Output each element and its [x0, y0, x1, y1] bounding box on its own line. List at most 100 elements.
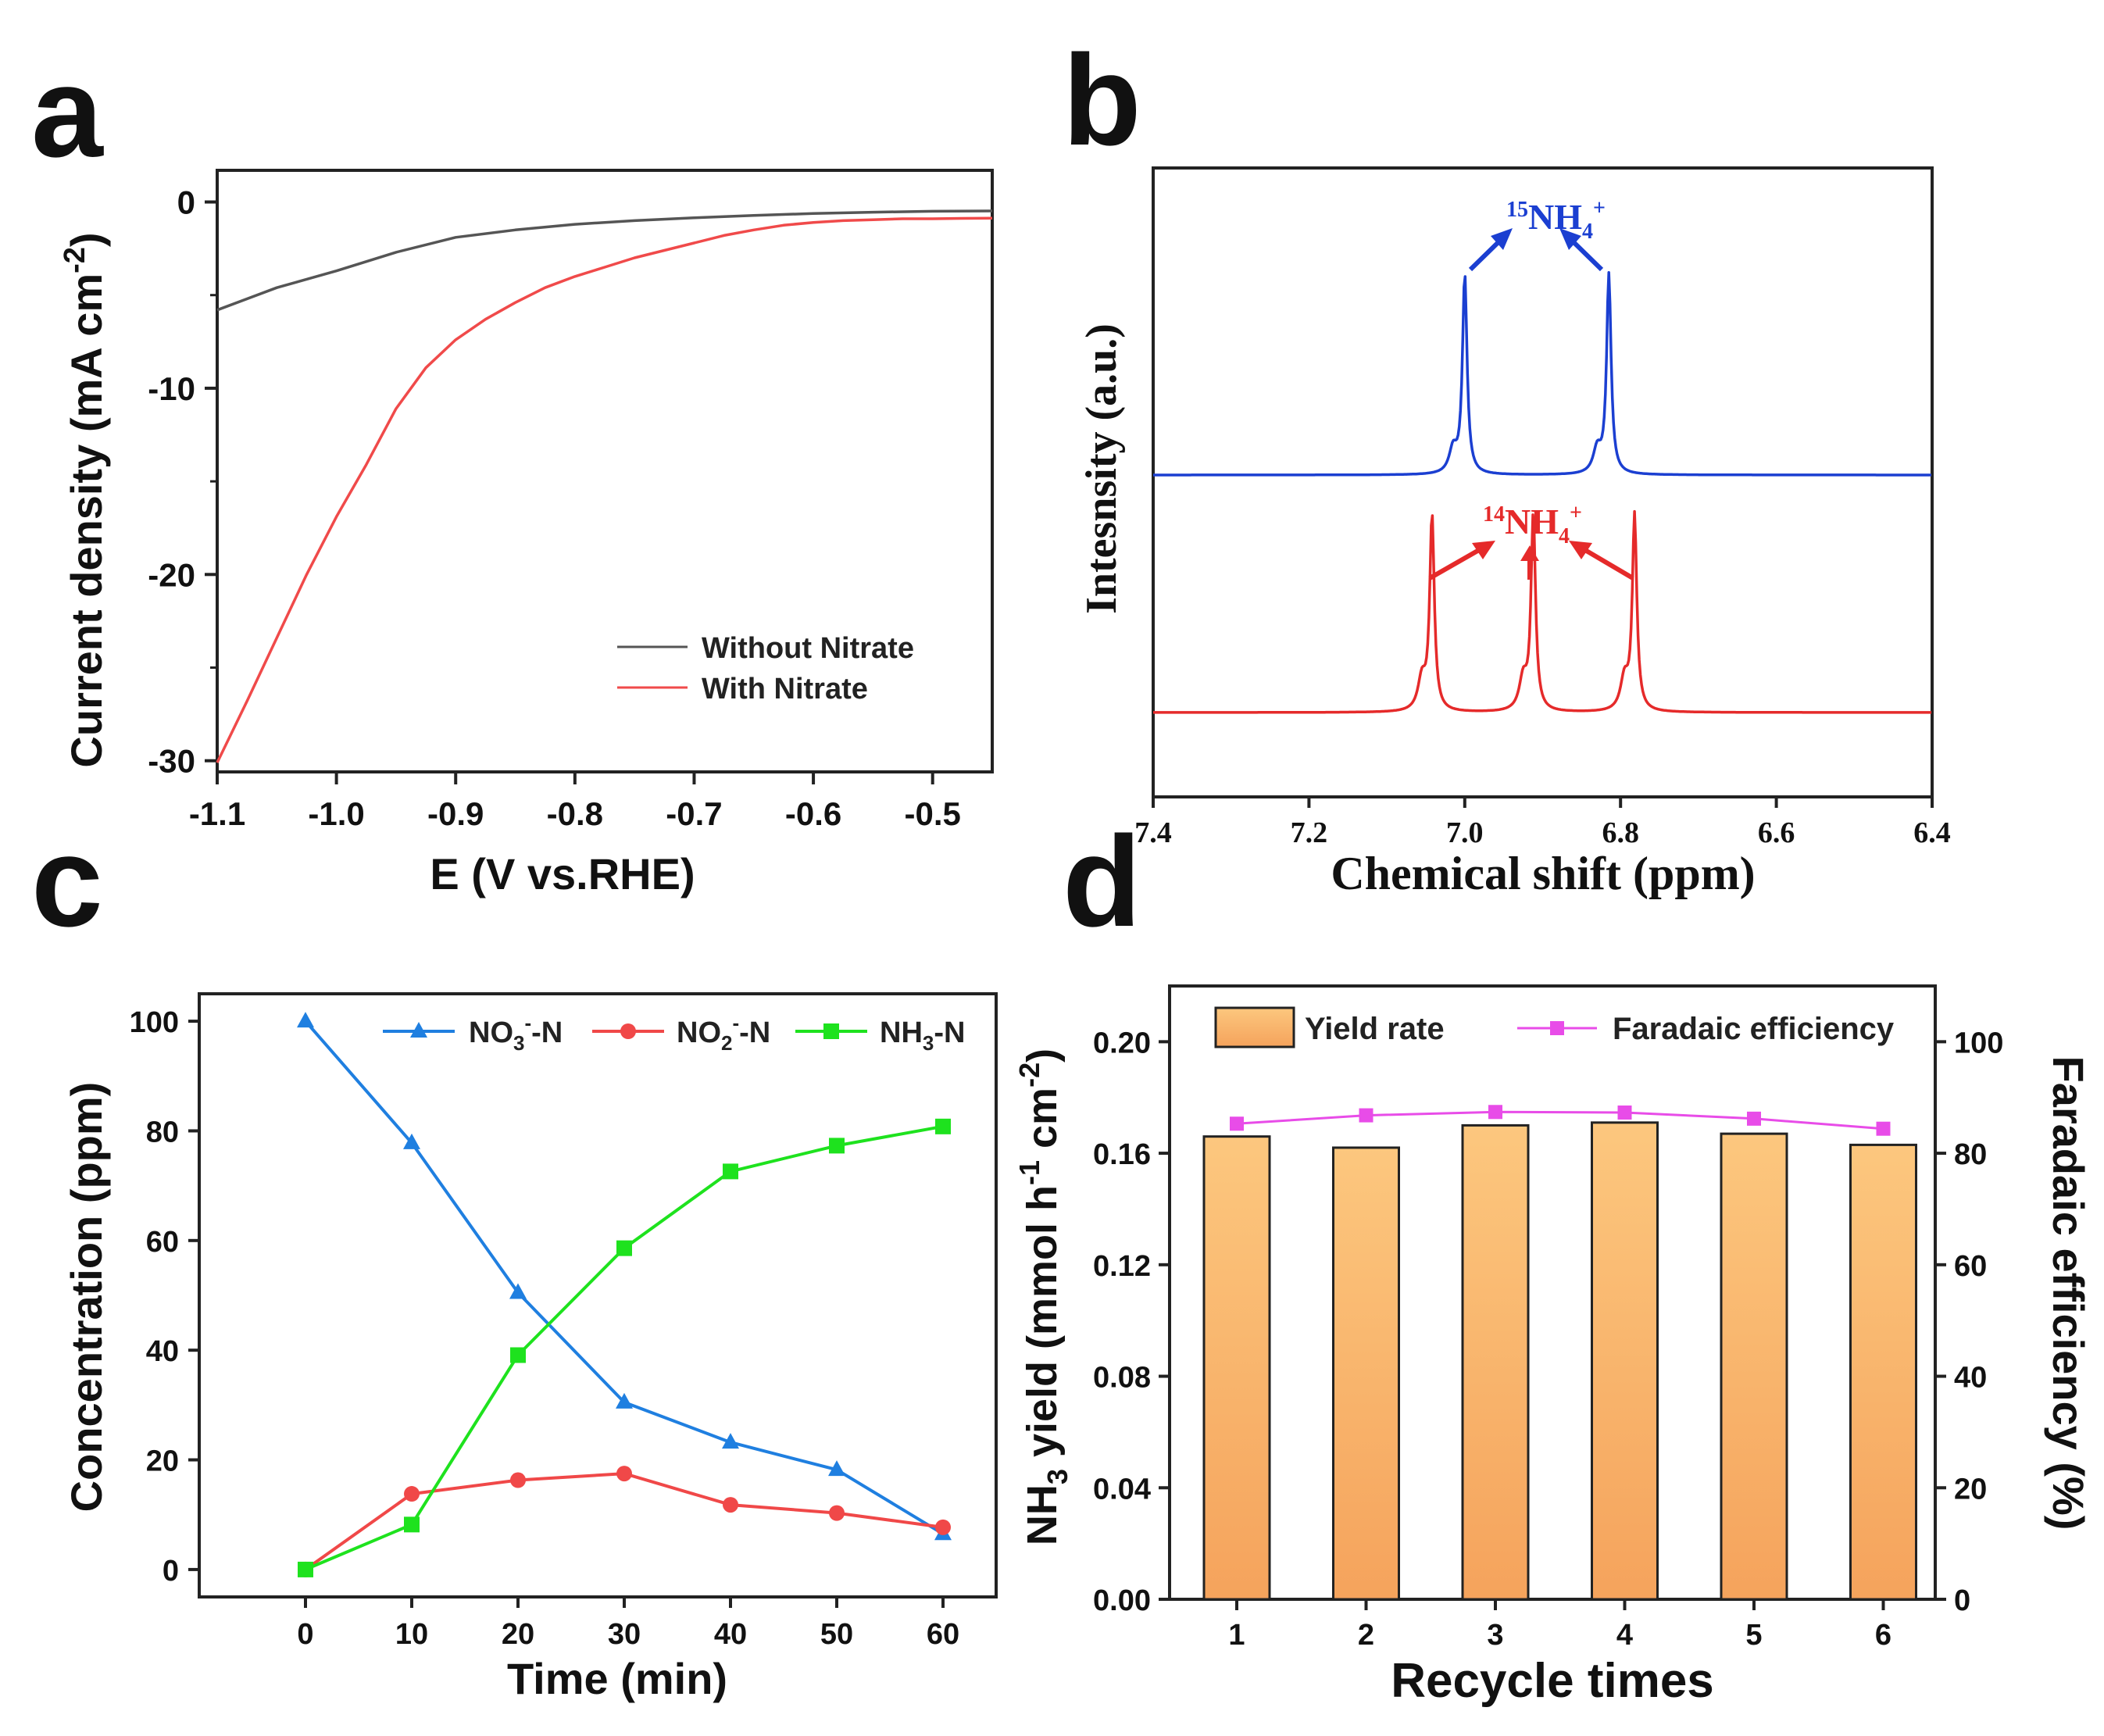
panel-c-marker-1: [935, 1519, 951, 1535]
panel-c-ytick-label: 80: [146, 1116, 179, 1148]
panel-b-ticks: 7.4 7.2 7.0 6.8 6.6 6.4: [1134, 797, 1951, 849]
panel-c-marker-0: [722, 1433, 739, 1449]
panel-b-xtick-label: 7.2: [1291, 816, 1328, 849]
panel-d-bar-1: [1202, 1135, 1271, 1601]
legend-swatch-yield-rate: [1214, 1006, 1295, 1048]
panel-d-xtick-label: 3: [1487, 1619, 1503, 1652]
panel-d-xtick-label: 6: [1875, 1619, 1891, 1652]
legend-label-yield-rate: Yield rate: [1305, 1012, 1445, 1046]
arrow-14n-right: [1578, 545, 1634, 580]
panel-label-d: d: [1063, 809, 1141, 953]
legend-label-with-nitrate: With Nitrate: [702, 673, 868, 705]
panel-c-marker-2: [510, 1347, 526, 1363]
panel-d-bar-2: [1332, 1146, 1400, 1601]
panel-a-ytick-label: 0: [177, 184, 195, 221]
panel-a-ytick-label: -20: [148, 556, 195, 593]
panel-c-marker-1: [616, 1466, 632, 1482]
panel-c-ytick-label: 60: [146, 1226, 179, 1259]
arrow-14n-left: [1428, 545, 1486, 580]
panel-b-xtick-label: 6.4: [1913, 816, 1951, 849]
panel-d-ytick-label-right: 40: [1954, 1362, 1987, 1395]
panel-c-frame: [198, 992, 998, 1598]
panel-a-ticks: -1.1 -1.0 -0.9 -0.8 -0.7 -0.6 -0.5 0 -10 -20 -30: [148, 184, 961, 832]
panel-c-series-0: [304, 1020, 945, 1536]
panel-a-frame: [216, 169, 994, 773]
panel-b-ylabel: Intesnsity (a.u.): [1077, 323, 1126, 614]
arrow-14n-left-head: [1472, 541, 1495, 559]
panel-a-xtick-label: -0.7: [666, 795, 722, 832]
panel-label-c: c: [31, 809, 103, 953]
panel-label-b: b: [1063, 28, 1141, 172]
panel-a-xtick-label: -1.0: [308, 795, 364, 832]
panel-d-ytick-label-right: 60: [1954, 1250, 1987, 1283]
panel-c-marker-0: [616, 1392, 633, 1409]
panel-a-ytick-label: -30: [148, 743, 195, 780]
panel-d-ytick-label-left: 0.00: [1093, 1584, 1151, 1617]
panel-c-ytick-label: 100: [130, 1006, 179, 1039]
panel-d-faradaic-marker: [1747, 1111, 1761, 1126]
panel-d-ylabel-left: NH3 yield (mmol h-1 cm-2): [1013, 1048, 1073, 1545]
panel-c-marker-0: [828, 1460, 845, 1477]
panel-c-marker-1: [723, 1497, 738, 1513]
panel-c-marker-0: [297, 1012, 314, 1028]
panel-a-series-0: [216, 209, 993, 312]
panel-d-faradaic-marker: [1230, 1116, 1244, 1131]
panel-b: 7.4 7.2 7.0 6.8 6.6 6.4 15NH4+ 14NH4+ Chemica…: [1077, 166, 1951, 899]
panel-b-frame: [1152, 166, 1934, 798]
panel-d-faradaic-marker: [1359, 1108, 1373, 1123]
panel-d-lines: [1230, 1105, 1891, 1136]
panel-b-xtick-label: 6.6: [1758, 816, 1795, 849]
panel-d-xtick-label: 1: [1228, 1619, 1245, 1652]
panel-d-bar-3: [1461, 1123, 1530, 1601]
panel-a-xtick-label: -1.1: [189, 795, 245, 832]
panel-d-bars: [1202, 1121, 1917, 1601]
panel-c-marker-0: [509, 1283, 527, 1299]
panel-c-lines: [297, 1012, 952, 1577]
panel-b-xlabel: Chemical shift (ppm): [1331, 848, 1755, 899]
panel-d-ytick-label-right: 80: [1954, 1138, 1987, 1171]
arrow-15n-left-head: [1491, 228, 1513, 250]
panel-c-ticks: 0 10 20 30 40 50 60 0 20 40 60 80 100: [130, 1006, 960, 1651]
panel-d-xtick-label: 5: [1745, 1619, 1762, 1652]
legend-marker-faradaic: [1550, 1021, 1564, 1035]
panel-c-xtick-label: 10: [395, 1618, 428, 1651]
panel-a-series-1: [216, 216, 993, 763]
panel-a-ylabel: Current density (mA cm-2): [59, 232, 111, 767]
panel-d-bar-5: [1720, 1132, 1788, 1601]
panel-label-a: a: [31, 40, 104, 184]
legend-marker-nh3: [823, 1023, 839, 1039]
panel-c-ylabel: Concentration (ppm): [62, 1082, 111, 1513]
panel-d-legend: Yield rate Faradaic efficiency: [1214, 1006, 1895, 1048]
panel-d-xtick-label: 2: [1358, 1619, 1374, 1652]
panel-d-ytick-label-left: 0.08: [1093, 1362, 1151, 1395]
panel-c-ytick-label: 40: [146, 1335, 179, 1368]
panel-c-xtick-label: 60: [927, 1618, 959, 1651]
panel-c-xtick-label: 0: [297, 1618, 313, 1651]
panel-d-faradaic-line: [1236, 1110, 1884, 1131]
panel-d-ytick-label-left: 0.04: [1093, 1473, 1151, 1506]
legend-label-faradaic: Faradaic efficiency: [1613, 1012, 1895, 1046]
panel-a-xtick-label: -0.6: [785, 795, 841, 832]
panel-d: 1 2 3 4 5 6 0.00 0.04 0.08 0.12 0.16 0.20 0 20 40 60 80 1…: [1013, 984, 2093, 1708]
panel-c-marker-2: [829, 1138, 845, 1154]
panel-d-ytick-label-right: 0: [1954, 1584, 1970, 1617]
panel-d-faradaic-marker: [1617, 1105, 1632, 1120]
panel-a-xtick-label: -0.5: [905, 795, 961, 832]
panel-d-xlabel: Recycle times: [1391, 1654, 1714, 1708]
panel-c-xtick-label: 50: [820, 1618, 853, 1651]
legend-label-no3: NO3--N: [469, 1011, 563, 1055]
legend-label-nh3: NH3-N: [880, 1016, 965, 1055]
panel-d-ytick-label-left: 0.12: [1093, 1250, 1151, 1283]
panel-d-frame: [1168, 984, 1937, 1601]
panel-c-xtick-label: 20: [502, 1618, 534, 1651]
annotation-14nh4: 14NH4+: [1483, 501, 1582, 548]
arrow-14n-right-head: [1569, 541, 1592, 559]
panel-c-marker-1: [829, 1505, 845, 1521]
panel-c: 0 10 20 30 40 50 60 0 20 40 60 80 100 NO3--N NO2--N …: [62, 992, 998, 1703]
legend-marker-no2: [620, 1023, 636, 1039]
panel-a-xlabel: E (V vs.RHE): [430, 849, 695, 898]
panel-c-legend: NO3--N NO2--N NH3-N: [383, 1011, 965, 1055]
arrow-14n-center-head: [1520, 545, 1539, 561]
panel-d-ytick-label-right: 20: [1954, 1473, 1987, 1506]
